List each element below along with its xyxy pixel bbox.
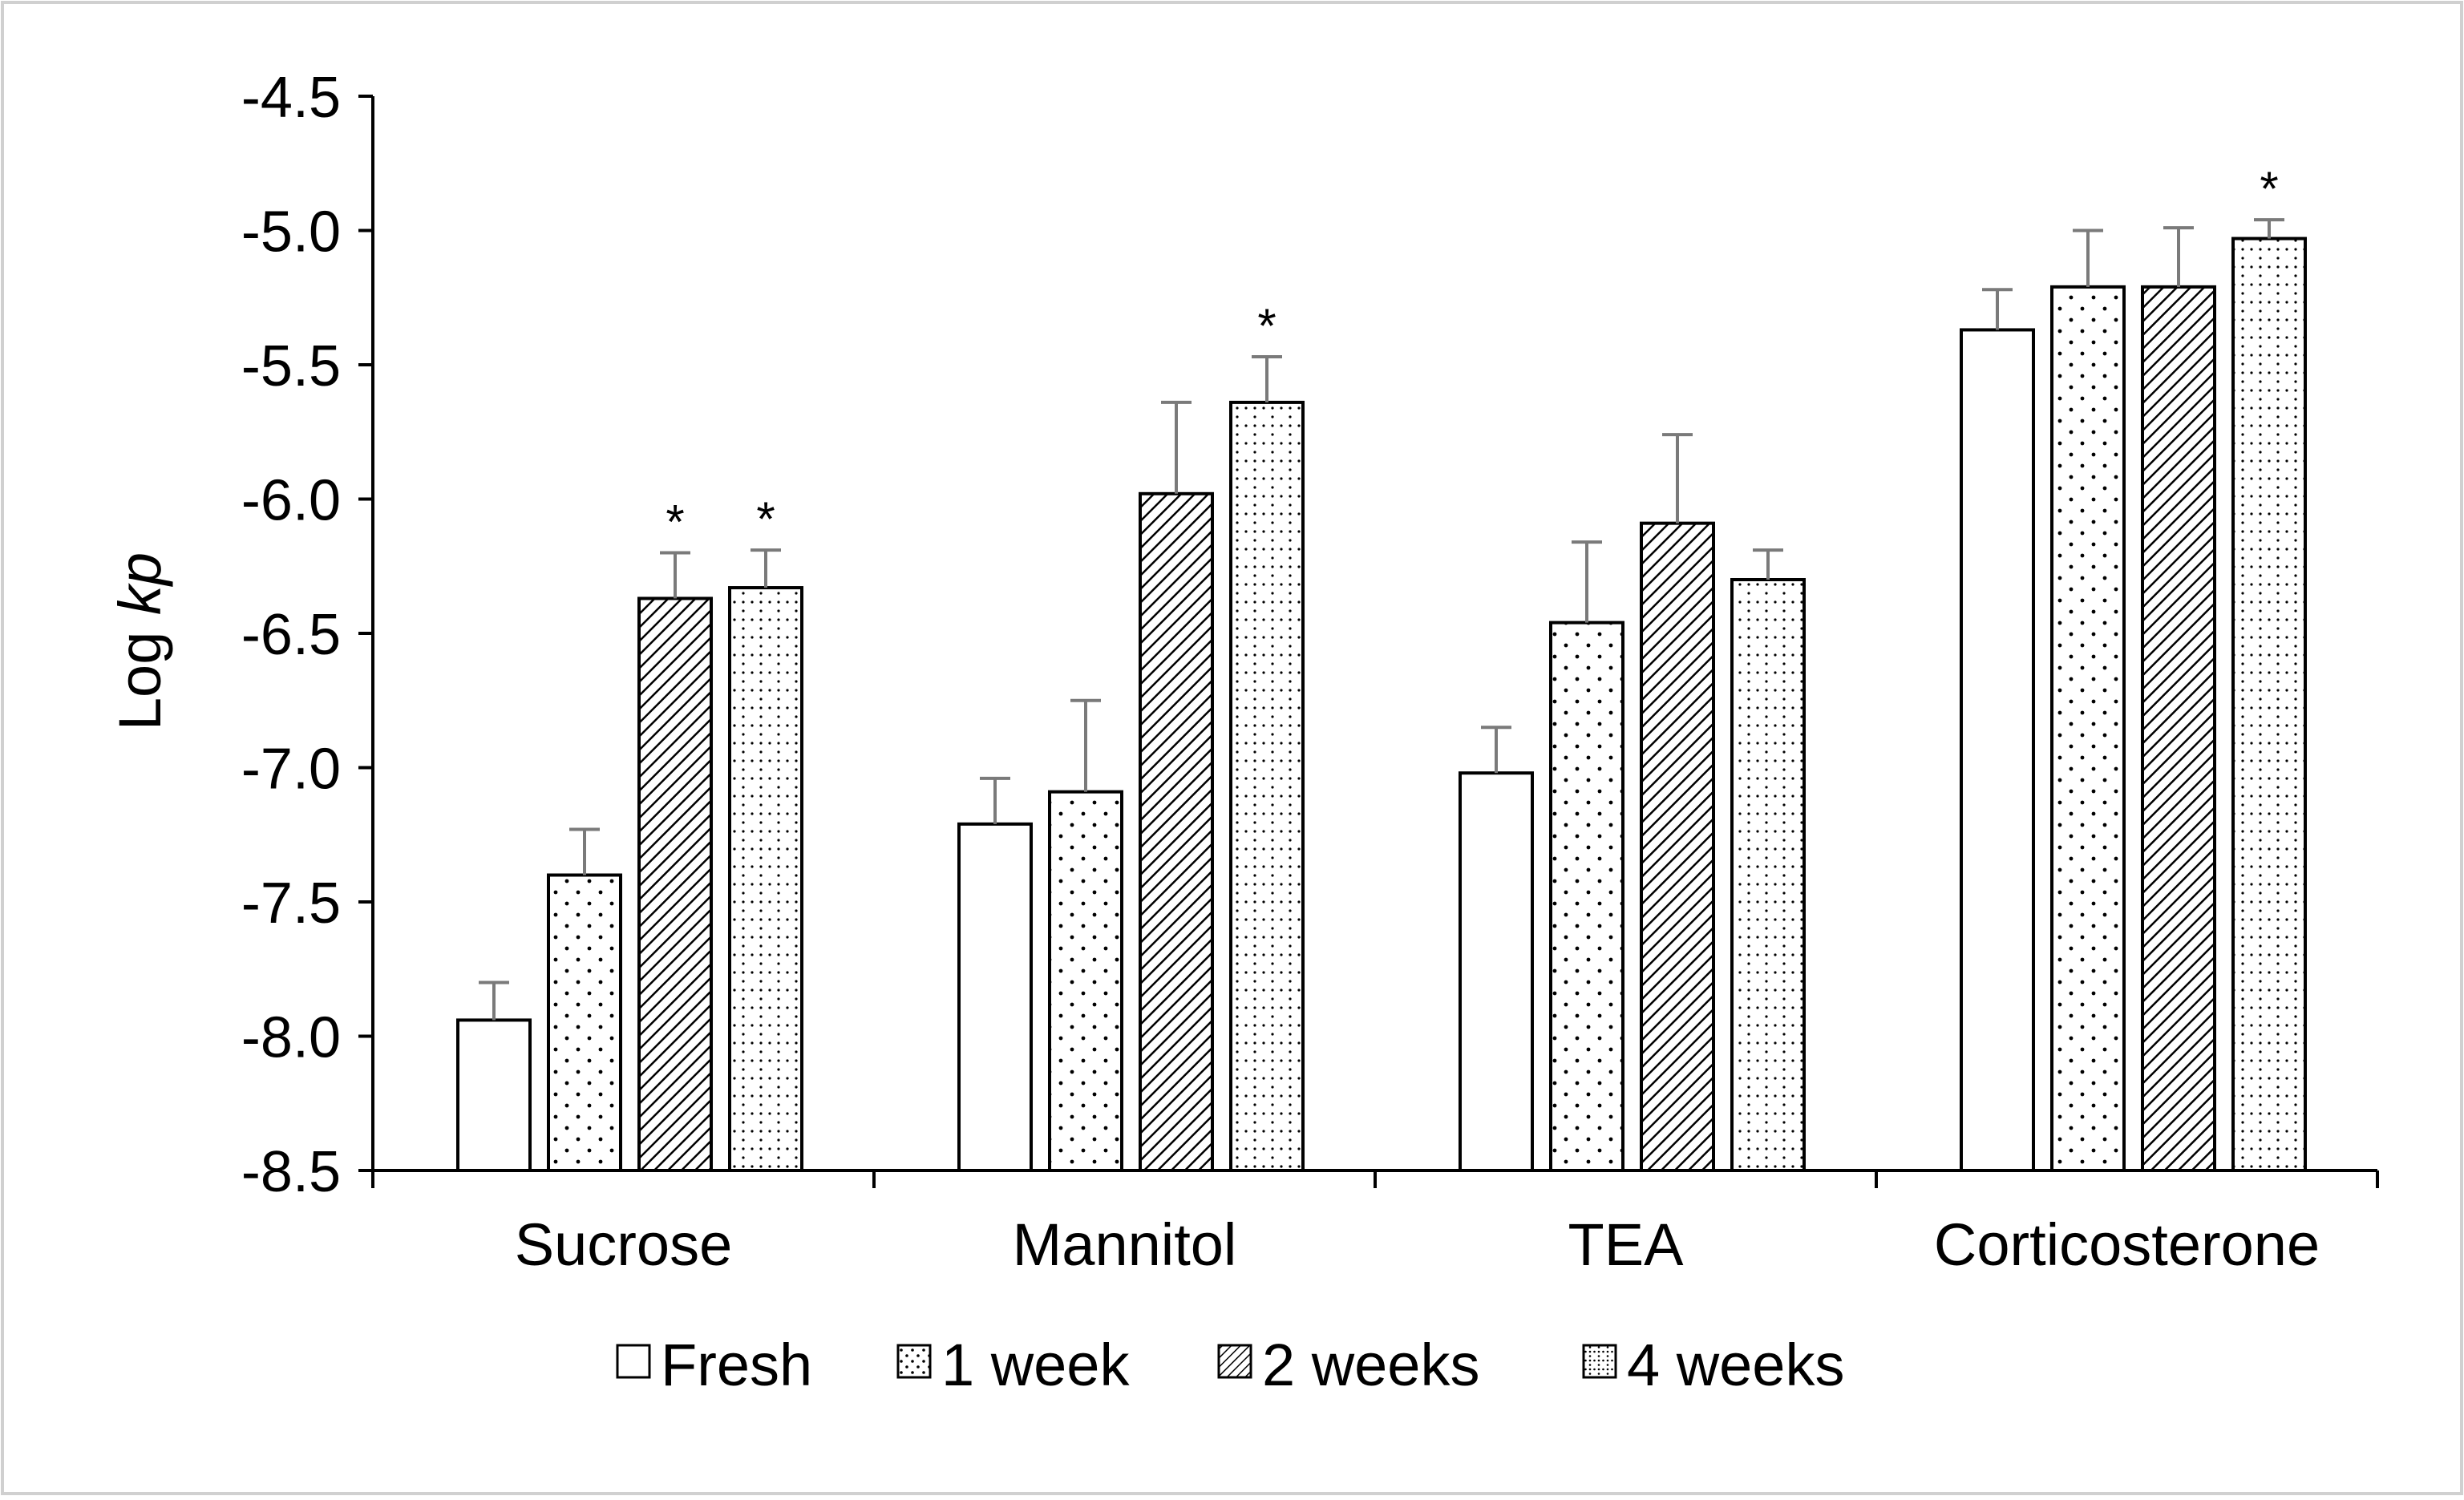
bar-grid	[2231, 237, 2307, 1172]
bar-plain	[957, 822, 1033, 1172]
significance-marker: *	[2260, 162, 2278, 216]
x-axis: Sucrose Mannitol TEA Corticosterone	[371, 1169, 2379, 1278]
error-bars-layer	[479, 218, 2284, 1021]
y-tick-label: -7.5	[241, 871, 341, 936]
y-tick-label: -7.0	[241, 738, 341, 802]
bar-plain	[1459, 771, 1534, 1172]
legend-swatch-grid	[1582, 1344, 1617, 1379]
y-axis-label-prefix: Log	[107, 615, 173, 730]
significance-marker: *	[1257, 299, 1276, 353]
y-axis-label: Log kp	[107, 552, 173, 730]
bar-diagonal	[1139, 491, 1214, 1172]
y-axis-label-italic: kp	[107, 552, 173, 615]
bar-grid	[728, 586, 803, 1172]
y-tick-label: -6.5	[241, 603, 341, 667]
y-tick-label: -5.5	[241, 334, 341, 398]
legend-swatch-diagonal	[1217, 1344, 1252, 1379]
legend-swatch-plain	[616, 1344, 651, 1379]
y-axis: -4.5 -5.0 -5.5 -6.0 -6.5 -7.0 -7.5 -8.0 -8.5	[241, 66, 374, 1204]
bars-layer	[456, 237, 2307, 1173]
x-tick-label: Mannitol	[1013, 1211, 1237, 1278]
bar-dots	[547, 873, 622, 1172]
bar-plain	[1960, 328, 2035, 1173]
legend-label: Fresh	[661, 1332, 812, 1398]
significance-marker: *	[666, 495, 684, 549]
x-tick-label: Sucrose	[515, 1211, 732, 1278]
legend-label: 1 week	[941, 1332, 1130, 1398]
y-tick-label: -8.5	[241, 1140, 341, 1204]
bar-diagonal	[1640, 521, 1715, 1172]
y-tick-label: -6.0	[241, 469, 341, 533]
bar-dots	[2050, 285, 2126, 1173]
bar-dots	[1048, 790, 1123, 1173]
significance-markers-layer: * * * *	[666, 162, 2278, 548]
bar-grid	[1730, 578, 1806, 1172]
bar-plain	[456, 1018, 532, 1173]
legend-swatch-dots	[896, 1344, 932, 1379]
x-tick-label: TEA	[1568, 1211, 1685, 1278]
y-tick-label: -8.0	[241, 1006, 341, 1070]
bar-dots	[1549, 621, 1624, 1172]
legend-label: 4 weeks	[1627, 1332, 1844, 1398]
y-tick-label: -4.5	[241, 66, 341, 130]
bar-diagonal	[2141, 285, 2216, 1173]
bar-grid	[1229, 400, 1305, 1172]
bar-diagonal	[637, 596, 713, 1172]
legend: Fresh 1 week 2 weeks 4 weeks	[616, 1332, 1844, 1398]
y-tick-label: -5.0	[241, 200, 341, 265]
legend-label: 2 weeks	[1262, 1332, 1479, 1398]
x-tick-label: Corticosterone	[1934, 1211, 2320, 1278]
significance-marker: *	[756, 492, 775, 546]
